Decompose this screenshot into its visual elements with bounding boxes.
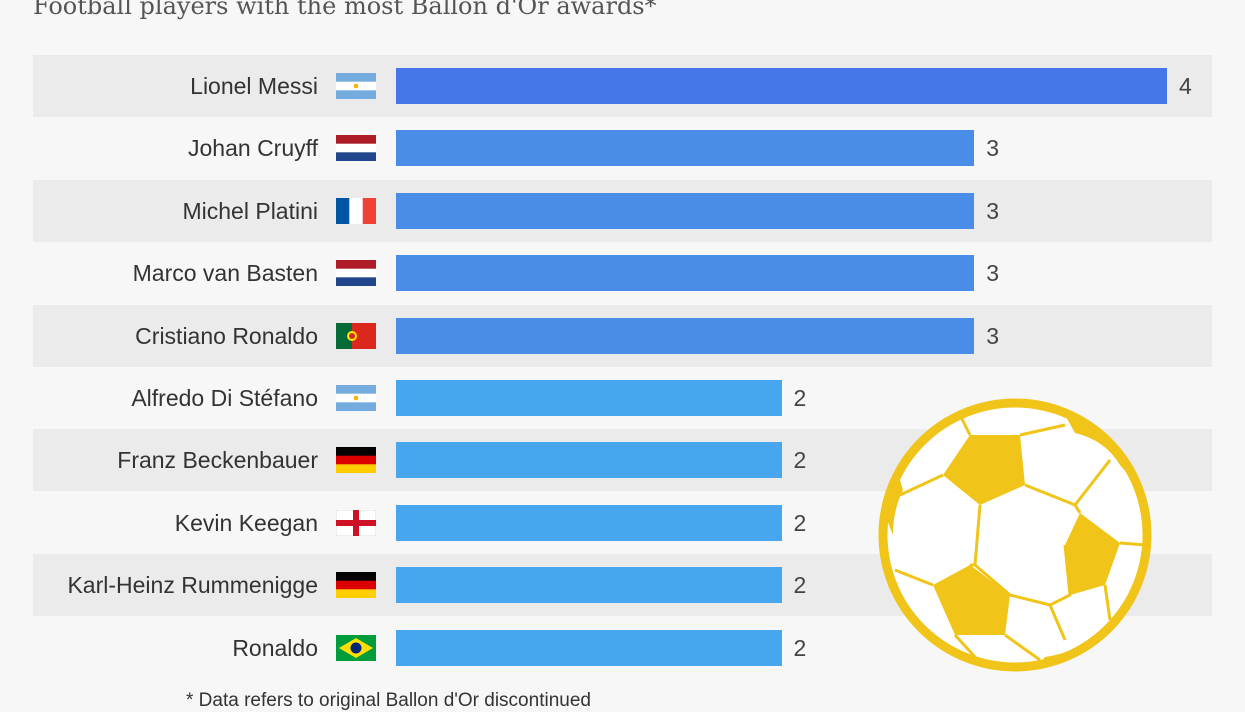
brazil-flag-icon [336, 634, 376, 661]
table-row: Marco van Basten 3 [33, 242, 1212, 304]
data-label: 3 [986, 197, 1000, 224]
england-flag-icon [336, 509, 376, 536]
germany-flag-icon [336, 572, 376, 599]
category-label: Alfredo Di Stéfano [131, 385, 318, 411]
footnote: * Data refers to original Ballon d'Or di… [186, 690, 591, 711]
table-row: Cristiano Ronaldo 3 [33, 304, 1212, 367]
data-label: 3 [986, 322, 1000, 349]
bar [396, 380, 782, 416]
chart-title: Football players with the most Ballon d'… [33, 0, 657, 20]
category-label: Michel Platini [182, 197, 319, 224]
data-label: 3 [986, 260, 1000, 287]
data-label: 2 [793, 447, 807, 474]
table-row: Michel Platini 3 [33, 179, 1212, 242]
argentina-flag-icon [336, 385, 376, 411]
category-label: Ronaldo [232, 634, 318, 661]
table-row: Kevin Keegan 2 [33, 492, 1212, 554]
category-label: Kevin Keegan [174, 509, 318, 536]
data-label: 2 [793, 509, 807, 536]
bar [396, 68, 1167, 104]
argentina-flag-icon [336, 73, 376, 99]
netherlands-flag-icon [336, 135, 376, 162]
category-label: Lionel Messi [190, 73, 318, 99]
germany-flag-icon [336, 447, 376, 474]
category-label: Karl-Heinz Rummenigge [67, 572, 318, 599]
category-label: Franz Beckenbauer [117, 447, 318, 474]
football-icon [878, 398, 1152, 672]
data-label: 2 [793, 572, 807, 599]
bar [396, 255, 975, 292]
data-label: 4 [1179, 73, 1192, 99]
data-label: 2 [793, 634, 807, 661]
bar [396, 442, 782, 479]
bar [396, 629, 782, 666]
category-label: Cristiano Ronaldo [135, 322, 318, 349]
bar [396, 504, 782, 541]
category-label: Johan Cruyff [188, 135, 318, 162]
portugal-flag-icon [336, 322, 376, 349]
bar [396, 317, 975, 354]
table-row: Alfredo Di Stéfano 2 [33, 367, 1212, 429]
france-flag-icon [336, 197, 376, 224]
bar [396, 130, 975, 167]
data-label: 2 [793, 385, 807, 411]
netherlands-flag-icon [336, 260, 376, 287]
table-row: Johan Cruyff 3 [33, 117, 1212, 179]
data-label: 3 [986, 135, 1000, 162]
bar [396, 567, 782, 604]
table-row: Lionel Messi 4 [33, 55, 1212, 117]
bar [396, 192, 975, 229]
category-label: Marco van Basten [132, 260, 318, 287]
table-row: Ronaldo 2 [33, 617, 1212, 679]
